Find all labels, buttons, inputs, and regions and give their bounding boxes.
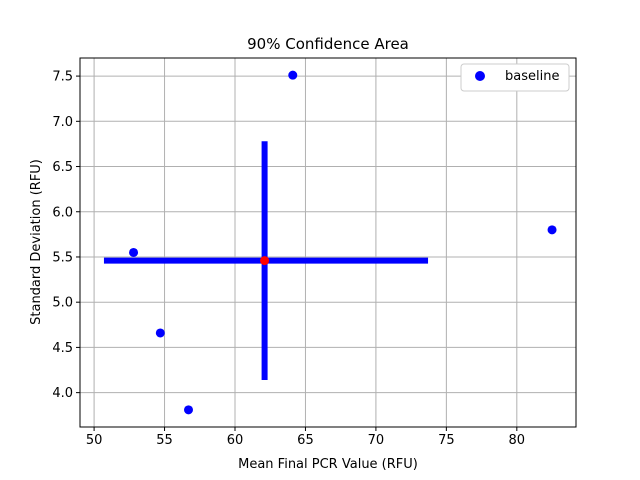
x-tick-label: 55 [156, 433, 173, 448]
y-axis-label: Standard Deviation (RFU) [29, 159, 44, 325]
data-point [288, 70, 298, 80]
grid [80, 58, 576, 427]
y-tick-label: 4.5 [52, 341, 73, 356]
data-point [155, 328, 165, 338]
legend: baseline [460, 63, 570, 92]
x-tick-label: 80 [509, 433, 526, 448]
y-tick-label: 5.5 [52, 250, 73, 265]
data-point [184, 405, 193, 415]
y-tick-label: 7.5 [52, 70, 73, 85]
x-tick-label: 70 [368, 433, 385, 448]
y-tick-label: 6.0 [52, 205, 73, 220]
legend-box [460, 63, 570, 92]
data-point [547, 225, 557, 235]
x-axis-ticks: 50 55 60 65 70 75 80 [86, 427, 525, 448]
legend-marker [475, 71, 485, 81]
x-axis-label: Mean Final PCR Value (RFU) [238, 457, 418, 472]
data-points [129, 70, 557, 415]
x-tick-label: 75 [438, 433, 455, 448]
x-tick-label: 60 [227, 433, 244, 448]
y-tick-label: 7.0 [52, 115, 73, 130]
y-axis-ticks: 4.0 4.5 5.0 5.5 6.0 6.5 7.0 7.5 [52, 70, 80, 401]
mean-point [260, 256, 270, 266]
data-point [129, 247, 139, 257]
y-tick-label: 5.0 [52, 296, 73, 311]
y-tick-label: 4.0 [52, 386, 73, 401]
x-tick-label: 65 [297, 433, 314, 448]
legend-label: baseline [505, 69, 559, 84]
y-tick-label: 6.5 [52, 160, 73, 175]
x-tick-label: 50 [86, 433, 103, 448]
chart-title: 90% Confidence Area [247, 35, 409, 53]
plot-frame [79, 57, 577, 428]
